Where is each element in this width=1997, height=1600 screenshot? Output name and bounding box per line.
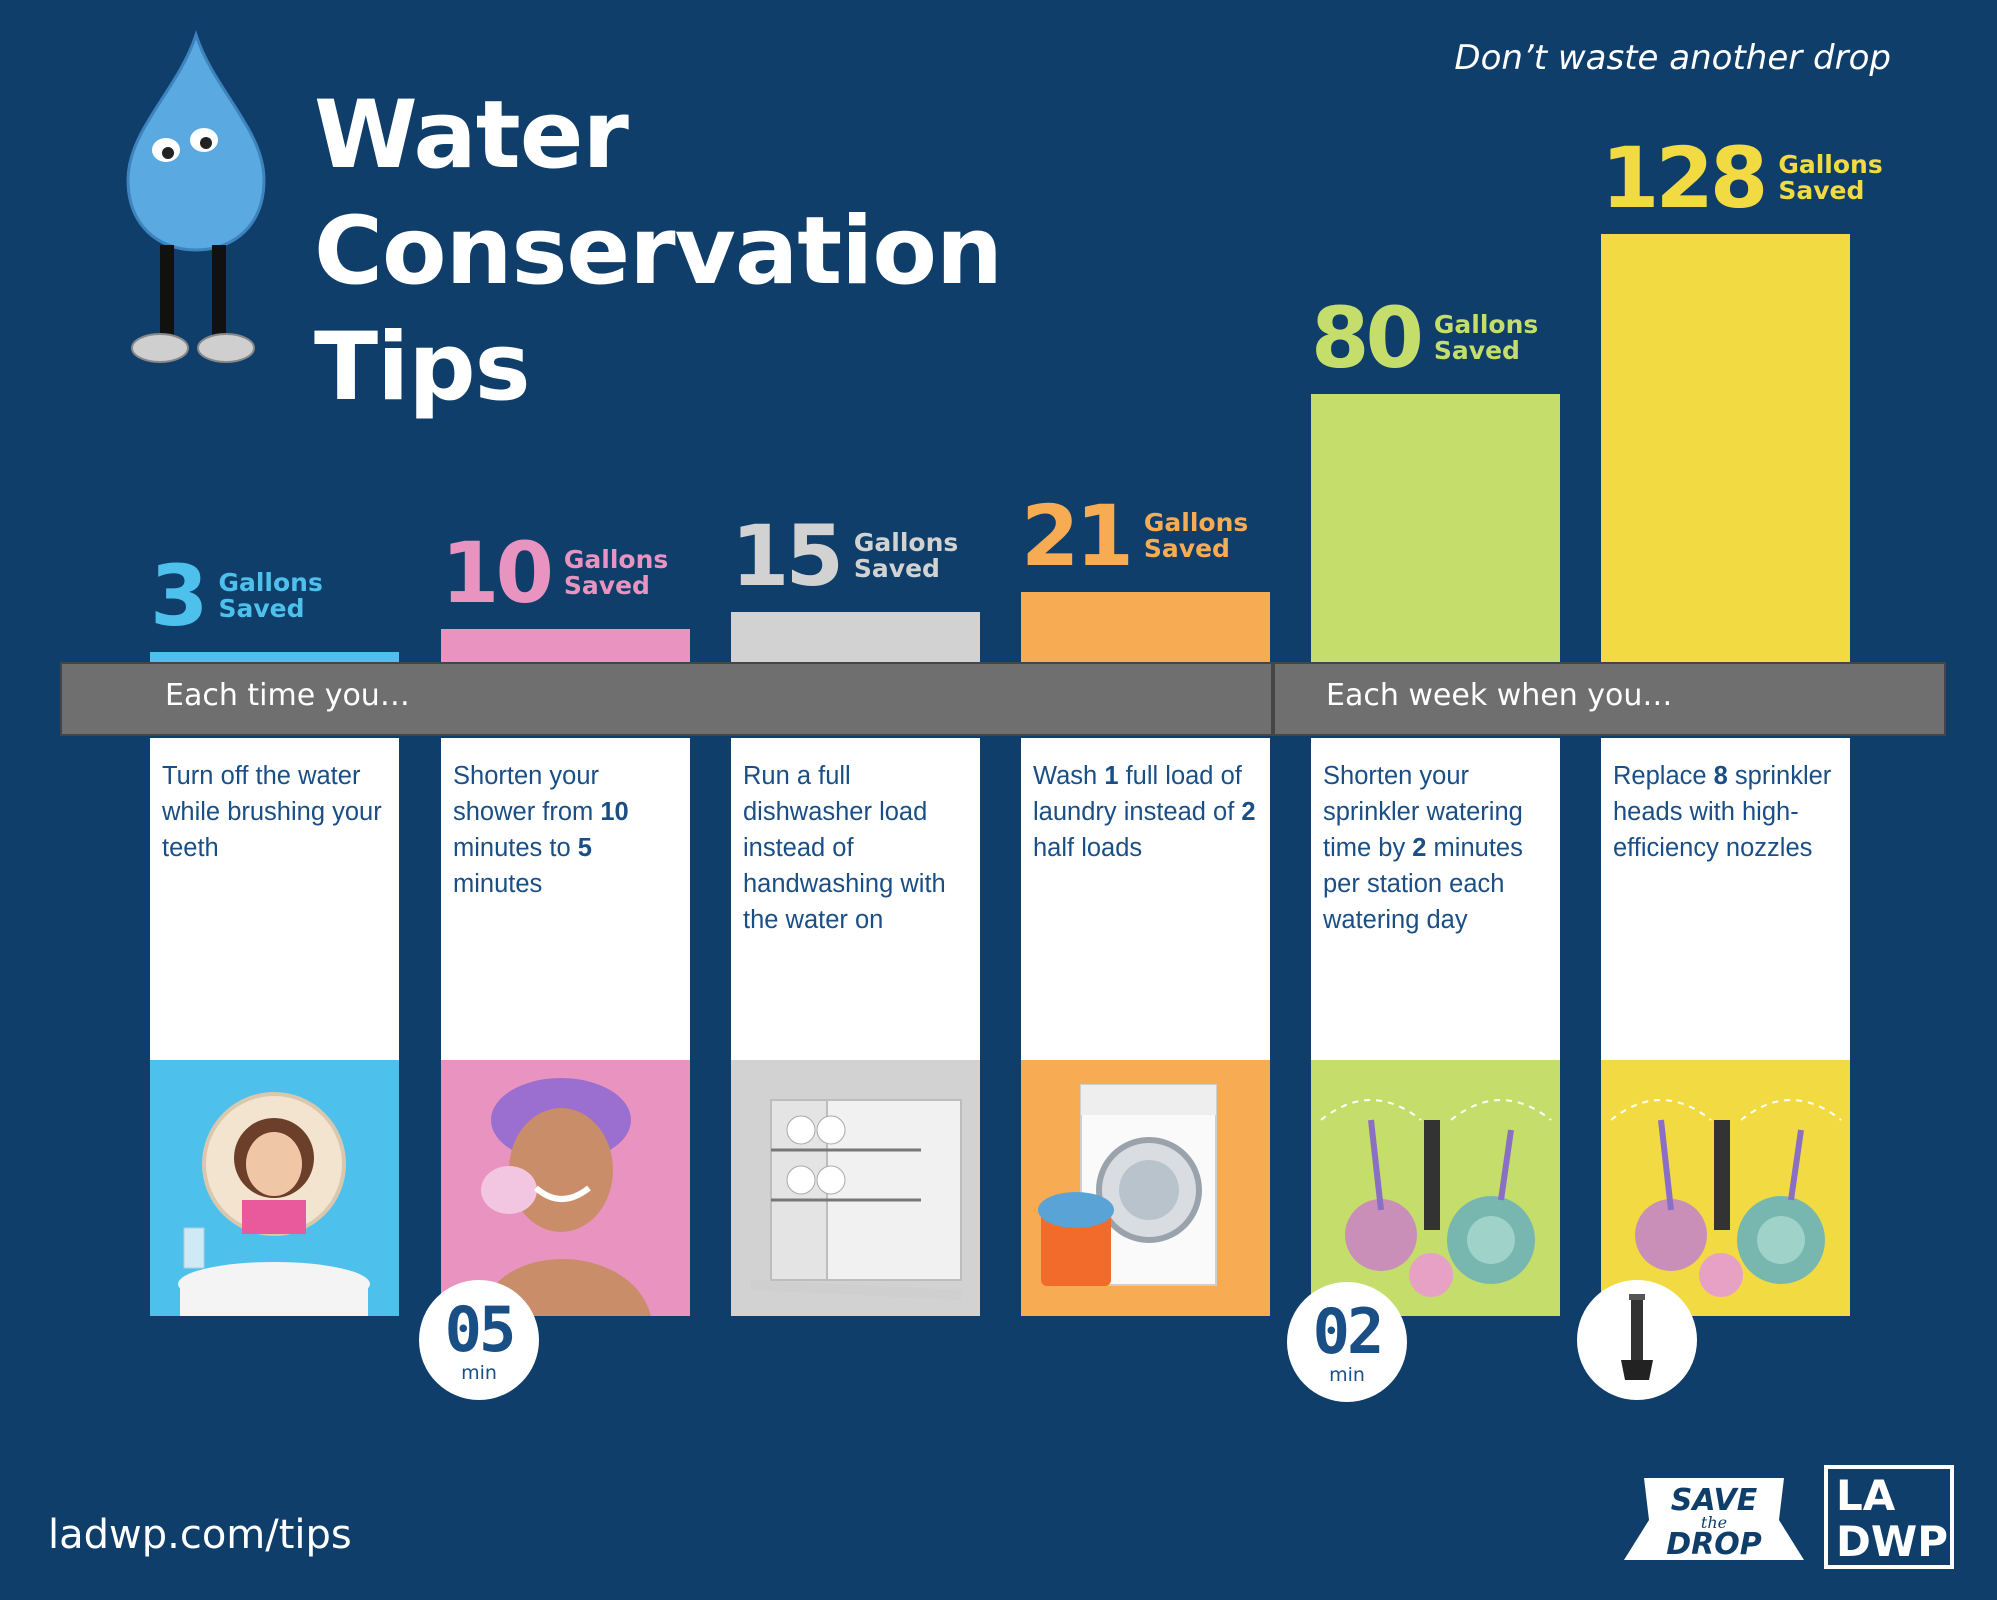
bar-1 [150,652,399,662]
value-unit: Gallons Saved [1778,152,1882,204]
value-unit-line2: Saved [1778,176,1865,205]
water-drop-mascot-icon [126,30,266,363]
value-label-4: 21 Gallons Saved [1021,486,1248,586]
tip-card-5: Shorten your sprinkler watering time by … [1311,738,1560,1060]
bar-4 [1021,592,1270,662]
value-number: 3 [150,547,208,645]
section-label-each-week: Each week when you… [1326,678,1673,713]
value-unit: Gallons Saved [1434,312,1538,364]
title-line-1: Water Conservation [314,81,1003,306]
tip-text-segment: 5 [577,834,592,862]
tip-text-segment: Shorten your sprinkler watering time by [1323,762,1523,862]
shower-timer-unit: min [461,1362,497,1384]
tip-text-segment: 10 [600,798,629,826]
tip-card-4: Wash 1 full load of laundry instead of 2… [1021,738,1270,1060]
value-label-5: 80 Gallons Saved [1311,288,1538,388]
value-unit: Gallons Saved [854,530,958,582]
value-unit-line1: Gallons [218,568,323,597]
value-unit: Gallons Saved [1144,510,1248,562]
tagline: Don’t waste another drop [1454,38,1891,78]
value-label-1: 3 Gallons Saved [150,546,323,646]
footer-url[interactable]: ladwp.com/tips [48,1512,352,1558]
bar-3 [731,612,980,662]
tip-text-segment: 1 [1104,762,1119,790]
tip-card-1: Turn off the water while brushing your t… [150,738,399,1060]
photo-dishwasher [731,1060,980,1316]
value-number: 21 [1021,487,1134,585]
tip-text-segment: Turn off the water while brushing your t… [162,762,382,862]
logo-save-text: SAVE [1671,1483,1758,1518]
section-label-each-time: Each time you… [165,678,410,713]
value-unit-line2: Saved [218,594,305,623]
tip-text-segment: 2 [1412,834,1427,862]
value-unit-line2: Saved [853,554,940,583]
tip-text-segment: full load of laundry instead of [1033,762,1242,826]
value-unit-line1: Gallons [1778,150,1883,179]
shower-timer-badge: 05 min [419,1280,539,1400]
section-band-each-week [1273,662,1946,736]
tip-card-6: Replace 8 sprinkler heads with high-effi… [1601,738,1850,1060]
value-label-6: 128 Gallons Saved [1601,128,1883,228]
tip-text-segment: minutes to [453,834,578,862]
bar-6 [1601,234,1850,662]
tip-text-segment: 8 [1713,762,1728,790]
value-unit-line2: Saved [1143,534,1230,563]
photo-washing-machine [1021,1060,1270,1316]
value-unit-line2: Saved [1433,336,1520,365]
page-title: Water Conservation Tips [314,78,1314,426]
tip-text-segment: Replace [1613,762,1714,790]
tip-text-segment: half loads [1033,834,1143,862]
section-band-each-time [60,662,1273,736]
logo-dwp-text: DWP [1836,1517,1948,1566]
value-unit-line1: Gallons [1143,508,1249,537]
bar-5 [1311,394,1560,662]
value-unit-line1: Gallons [1433,310,1539,339]
sprinkler-nozzle-icon [1621,1294,1653,1380]
value-number: 128 [1601,129,1768,227]
value-unit-line1: Gallons [853,528,959,557]
save-the-drop-logo: SAVE the DROP [1624,1478,1804,1562]
value-unit-line1: Gallons [563,545,669,574]
tip-text-segment: Shorten your shower from [453,762,601,826]
bar-2 [441,629,690,662]
value-label-2: 10 Gallons Saved [441,523,668,623]
tip-card-2: Shorten your shower from 10 minutes to 5… [441,738,690,1060]
tip-text-segment: sprinkler heads with high-efficiency noz… [1613,762,1832,862]
photo-brushing-teeth [150,1060,399,1316]
value-number: 15 [731,507,844,605]
photo-sprinkler-nozzles [1601,1060,1850,1316]
ladwp-logo: LA DWP [1824,1465,1954,1569]
logo-the-text: the [1701,1513,1727,1532]
tip-text-segment: minutes [453,870,543,898]
tip-text-segment: Wash [1033,762,1105,790]
value-label-3: 15 Gallons Saved [731,506,958,606]
value-number: 80 [1311,289,1424,387]
shower-timer-value: 05 [444,1293,517,1366]
photo-sprinkler-plants [1311,1060,1560,1316]
logo-drop-text: DROP [1666,1527,1762,1562]
tip-text-segment: Run a full dishwasher load instead of ha… [743,762,946,934]
tip-text-segment: minutes per station each watering day [1323,834,1523,934]
value-unit: Gallons Saved [564,547,668,599]
sprinkler-timer-value: 02 [1312,1295,1385,1368]
value-number: 10 [441,524,554,622]
value-unit-line2: Saved [563,571,650,600]
nozzle-badge [1577,1280,1697,1400]
tip-text-segment: 2 [1241,798,1256,826]
title-line-2: Tips [314,313,531,422]
value-unit: Gallons Saved [218,570,322,622]
logo-la-text: LA [1836,1471,1896,1520]
sprinkler-timer-badge: 02 min [1287,1282,1407,1402]
tip-card-3: Run a full dishwasher load instead of ha… [731,738,980,1060]
photo-shower [441,1060,690,1316]
sprinkler-timer-unit: min [1329,1364,1365,1386]
